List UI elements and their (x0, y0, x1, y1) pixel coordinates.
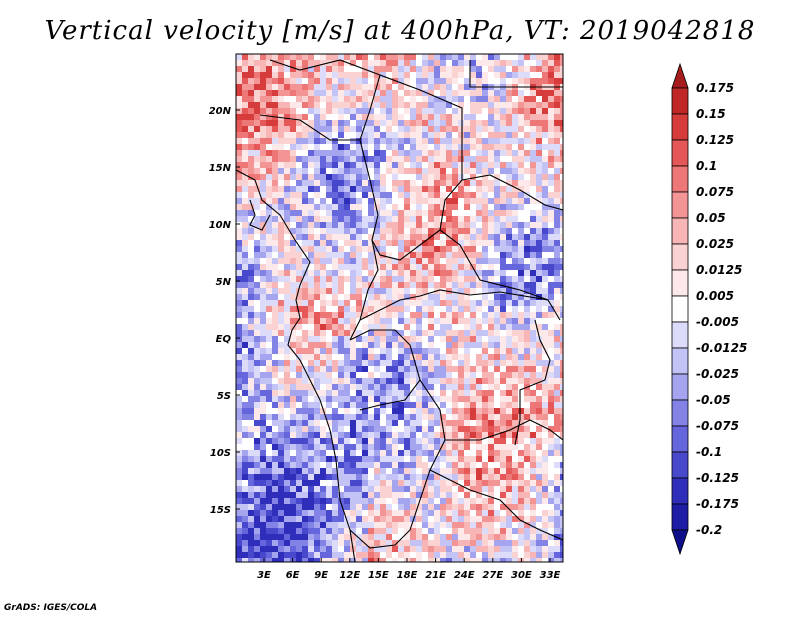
colorbar-swatch (671, 425, 689, 453)
colorbar-swatch (671, 165, 689, 193)
lat-label: 15N (209, 163, 232, 174)
colorbar-top-arrow (671, 62, 689, 89)
lat-label: 20N (209, 106, 232, 117)
lon-label: 33E (540, 570, 561, 581)
colorbar-swatch (671, 295, 689, 323)
colorbar-swatch (671, 373, 689, 401)
colorbar-label: 0.05 (696, 211, 726, 225)
colorbar-label: 0.005 (696, 289, 734, 303)
map-title: Vertical velocity [m/s] at 400hPa, VT: 2… (44, 16, 756, 46)
lon-label: 15E (368, 570, 389, 581)
colorbar-label: 0.025 (696, 237, 734, 251)
map-frame (235, 53, 564, 563)
colorbar-swatch (671, 399, 689, 427)
colorbar-label: 0.0125 (696, 263, 742, 277)
colorbar-swatch (671, 87, 689, 115)
lon-label: 9E (314, 570, 328, 581)
lat-label: EQ (216, 334, 232, 345)
lon-label: 3E (257, 570, 271, 581)
lon-label: 27E (482, 570, 503, 581)
lon-label: 24E (454, 570, 475, 581)
colorbar-swatch (671, 477, 689, 505)
colorbar-label: 0.1 (696, 159, 717, 173)
lon-label: 6E (286, 570, 300, 581)
colorbar: 0.175 0.15 0.125 0.1 0.075 0.05 0.025 0.0125 0.0… (671, 62, 747, 556)
colorbar-label: -0.125 (696, 471, 739, 485)
lat-label: 5N (216, 277, 232, 288)
colorbar-label: 0.075 (696, 185, 734, 199)
colorbar-label: 0.175 (696, 81, 734, 95)
colorbar-swatch (671, 269, 689, 297)
colorbar-swatch (671, 113, 689, 141)
lat-label: 10N (209, 220, 232, 231)
colorbar-swatch (671, 139, 689, 167)
colorbar-swatch (671, 503, 689, 531)
colorbar-swatch (671, 347, 689, 375)
colorbar-label: -0.1 (696, 445, 722, 459)
lat-label: 15S (210, 505, 231, 516)
longitude-labels: 3E 6E 9E 12E 15E 18E 21E 24E 27E 30E 33E (257, 558, 561, 581)
colorbar-label: -0.0125 (696, 341, 747, 355)
colorbar-label: -0.2 (696, 523, 722, 537)
colorbar-swatch (671, 191, 689, 219)
colorbar-swatch (671, 243, 689, 271)
colorbar-swatch (671, 451, 689, 479)
colorbar-label: -0.025 (696, 367, 739, 381)
colorbar-bottom-arrow (671, 529, 689, 556)
lat-label: 10S (210, 448, 231, 459)
colorbar-swatch (671, 217, 689, 245)
lon-label: 12E (339, 570, 360, 581)
lon-label: 30E (511, 570, 532, 581)
lon-label: 18E (397, 570, 418, 581)
lon-label: 21E (425, 570, 446, 581)
latitude-labels: 20N 15N 10N 5N EQ 5S 10S 15S (209, 106, 240, 516)
colorbar-label: -0.005 (696, 315, 739, 329)
country-borders (236, 59, 563, 562)
colorbar-label: 0.125 (696, 133, 734, 147)
colorbar-swatch (671, 321, 689, 349)
colorbar-label: -0.05 (696, 393, 731, 407)
grads-credit: GrADS: IGES/COLA (4, 603, 98, 613)
colorbar-label: -0.075 (696, 419, 739, 433)
colorbar-label: -0.175 (696, 497, 739, 511)
velocity-field (236, 54, 563, 562)
colorbar-label: 0.15 (696, 107, 726, 121)
lat-label: 5S (217, 391, 231, 402)
